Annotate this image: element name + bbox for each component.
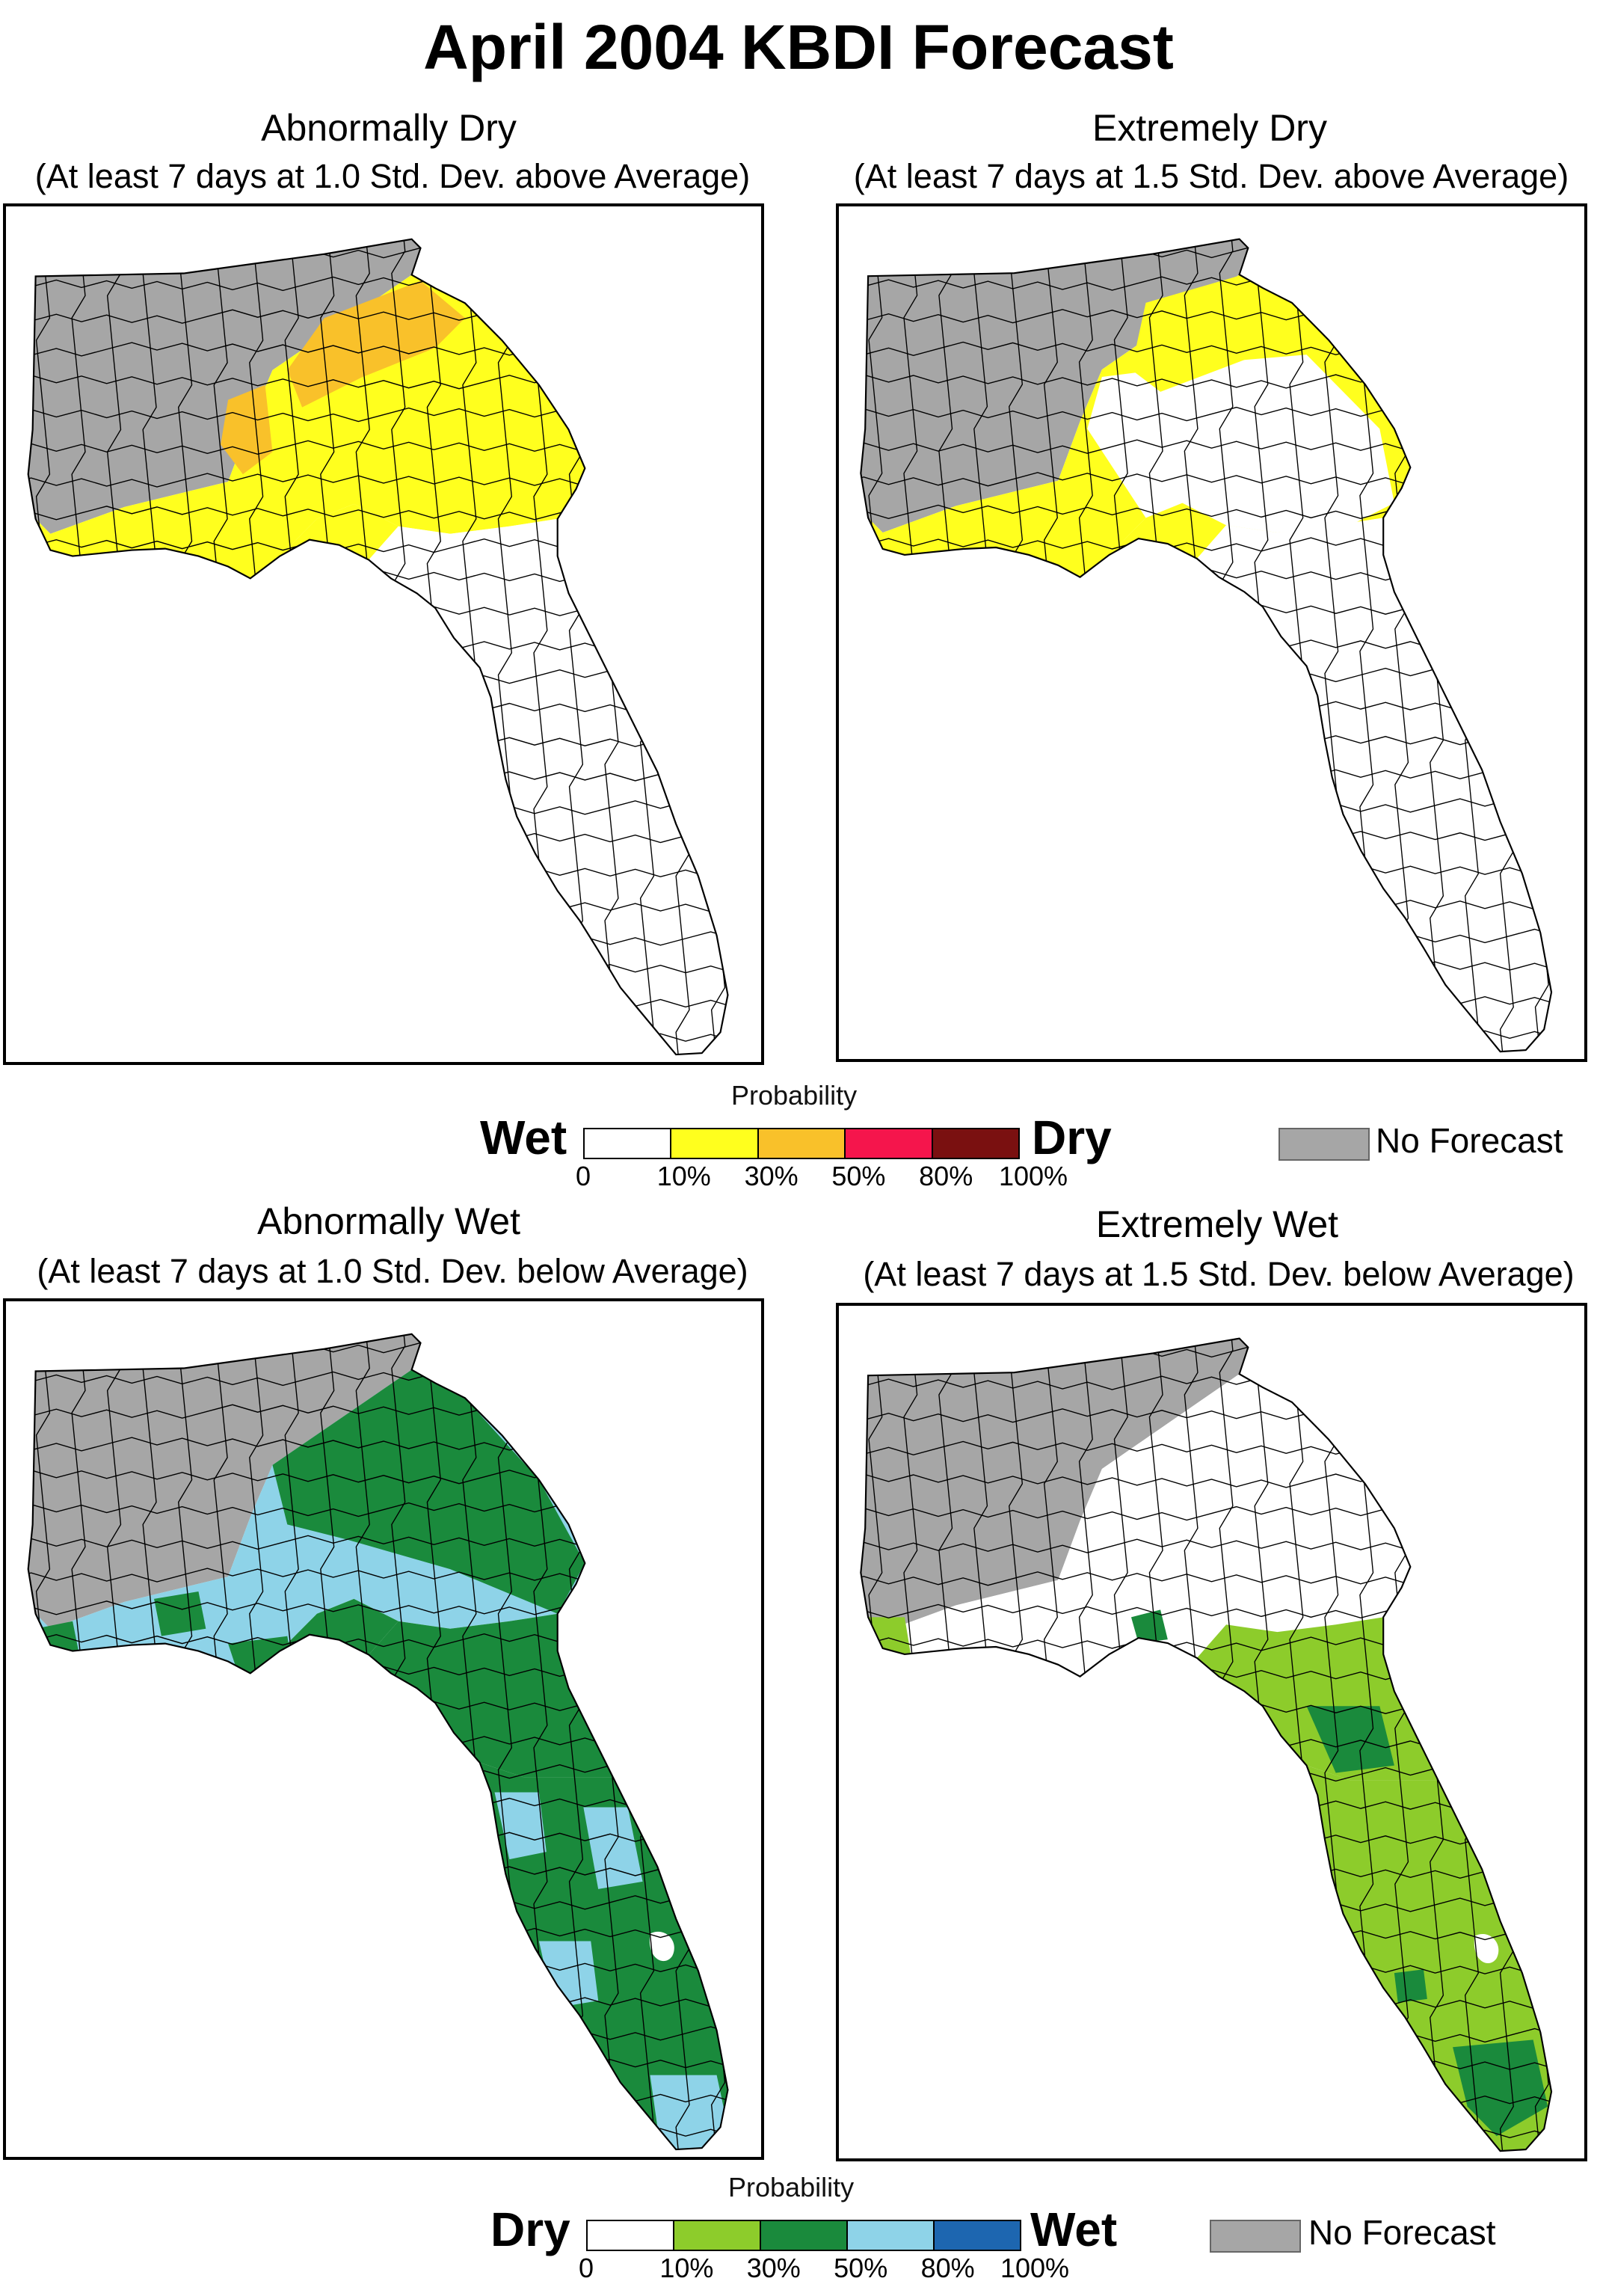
legend-left-label: Dry (490, 2203, 570, 2256)
state-outline (27, 238, 729, 1056)
panel-title-abnormally-wet: Abnormally Wet (257, 1200, 520, 1242)
state-map (860, 1337, 1553, 2152)
map-extremely-dry (836, 203, 1587, 1062)
legend-swatch-1 (671, 1129, 759, 1158)
legend-swatch-2 (761, 2221, 848, 2250)
state-map (860, 238, 1553, 1053)
legend-tick-label: 50% (831, 1161, 886, 1191)
region-coast (280, 503, 399, 560)
region-band-3 (132, 608, 176, 668)
region-white-interior (1101, 1374, 1394, 1573)
state-outline (27, 1333, 729, 2151)
legend-tick-label: 0 (575, 1161, 591, 1191)
region-dark-spot-1 (1130, 1609, 1168, 1644)
region-white-gap (882, 584, 1030, 630)
region-east (369, 1613, 613, 1778)
region-dark-spot-4 (1394, 1969, 1427, 2003)
legend-left-label: Wet (480, 1111, 567, 1164)
region-north (28, 1333, 421, 1629)
region-north (28, 239, 421, 534)
legend-tick-label: 10% (659, 2253, 714, 2283)
legend-swatch-3 (846, 1129, 933, 1158)
legend-color-scale (586, 2220, 1021, 2251)
panel-subtitle-abnormally-dry: (At least 7 days at 1.0 Std. Dev. above … (34, 157, 751, 195)
region-hotspot (168, 601, 197, 660)
legend-swatch-2 (758, 1129, 846, 1158)
region-north (861, 1338, 1249, 1633)
legend-tick-label: 100% (998, 1161, 1068, 1191)
legend-tick-label: 30% (746, 2253, 801, 2283)
no-forecast-label: No Forecast (1376, 1121, 1563, 1160)
map-abnormally-dry (3, 203, 764, 1065)
region-green-spot-2 (228, 1636, 295, 1689)
region-coast (1109, 1602, 1227, 1658)
main-title: April 2004 KBDI Forecast (423, 12, 1174, 82)
no-forecast-label: No Forecast (1308, 2213, 1496, 2252)
legend-probability-label: Probability (731, 1080, 858, 1111)
legend-tick-label: 100% (1000, 2253, 1070, 2283)
region-coast (1109, 503, 1227, 559)
legend-probability-label: Probability (728, 2172, 855, 2203)
legend-swatch-0 (585, 1129, 672, 1158)
panel-title-extremely-dry: Extremely Dry (1092, 107, 1327, 149)
region-lake (1474, 1933, 1499, 1964)
state-outline (860, 1337, 1553, 2152)
state-map (27, 1333, 729, 2151)
region-green-northeast (272, 1369, 585, 1614)
region-lake (649, 1931, 674, 1962)
region-yellow-north (1130, 273, 1293, 392)
state-map (27, 238, 729, 1056)
legend-dry: Probability Wet Dry 0 10% 30% 50% 80% 100% No… (0, 1077, 1597, 1204)
legend-tick-label: 0 (578, 2253, 594, 2283)
region-band-2 (221, 384, 273, 475)
region-blue-pen-3 (538, 1941, 599, 2009)
region-green-spot-1 (154, 1591, 206, 1636)
no-forecast-swatch (1278, 1128, 1370, 1161)
legend-color-scale (583, 1128, 1020, 1159)
region-green-spot-2 (1050, 1691, 1110, 1743)
panel-subtitle-abnormally-wet: (At least 7 days at 1.0 Std. Dev. below … (37, 1252, 748, 1290)
legend-tick-label: 10% (656, 1161, 711, 1191)
map-extremely-wet (836, 1303, 1587, 2161)
legend-swatch-4 (932, 1129, 1019, 1158)
panel-title-abnormally-dry: Abnormally Dry (261, 107, 517, 149)
region-east (1196, 518, 1438, 681)
legend-swatch-1 (674, 2221, 761, 2250)
legend-swatch-3 (848, 2221, 935, 2250)
legend-tick-label: 80% (920, 2253, 975, 2283)
legend-right-label: Wet (1030, 2203, 1118, 2256)
region-peninsula (479, 667, 728, 1055)
state-outline (860, 238, 1553, 1053)
region-blue-pen-2 (583, 1807, 643, 1889)
region-peninsula (479, 1762, 728, 2150)
panel-subtitle-extremely-wet: (At least 7 days at 1.5 Std. Dev. below … (863, 1255, 1575, 1293)
region-green-spot (970, 1721, 1011, 1755)
panel-title-extremely-wet: Extremely Wet (1095, 1203, 1339, 1245)
legend-tick-label: 30% (744, 1161, 798, 1191)
region-peninsula (1306, 666, 1552, 1052)
region-band-4 (228, 608, 280, 675)
legend-tick-label: 80% (919, 1161, 973, 1191)
legend-right-label: Dry (1032, 1111, 1112, 1164)
legend-swatch-0 (588, 2221, 674, 2250)
region-white-pocket (287, 548, 332, 601)
region-blue-pen-1 (494, 1792, 547, 1860)
region-blue-pen-south (650, 2075, 728, 2150)
region-east (1196, 1617, 1438, 1781)
map-abnormally-wet (3, 1298, 764, 2160)
region-band (287, 280, 465, 408)
no-forecast-swatch (1210, 2220, 1301, 2253)
legend-tick-label: 50% (834, 2253, 888, 2283)
legend-swatch-4 (935, 2221, 1020, 2250)
panel-subtitle-extremely-dry: (At least 7 days at 1.5 Std. Dev. above … (853, 157, 1569, 195)
legend-wet: Probability Dry Wet 0 10% 30% 50% 80% 100% No… (0, 2169, 1597, 2296)
region-coast (280, 1598, 399, 1655)
region-east (369, 518, 613, 683)
region-white-interior (1087, 354, 1394, 533)
